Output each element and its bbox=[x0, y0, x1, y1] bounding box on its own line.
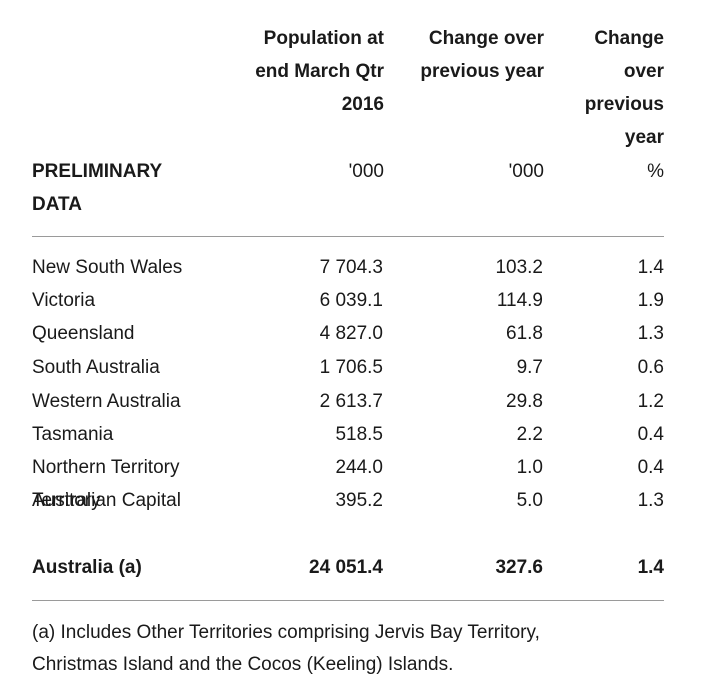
table-row: South Australia 1 706.5 9.7 0.6 bbox=[32, 351, 664, 384]
percent-value: 1.4 bbox=[637, 257, 664, 278]
table-row: Northern Territory 244.0 1.0 0.4 bbox=[32, 451, 664, 484]
header-line: 2016 bbox=[341, 94, 384, 115]
change-value: 9.7 bbox=[516, 357, 543, 378]
change-value: 29.8 bbox=[506, 391, 543, 412]
table-row: Victoria 6 039.1 114.9 1.9 bbox=[32, 284, 664, 317]
header-line: Change bbox=[594, 28, 664, 49]
change-value: 2.2 bbox=[516, 424, 543, 445]
header-divider bbox=[32, 236, 664, 237]
table-row: Western Australia 2 613.7 29.8 1.2 bbox=[32, 385, 664, 418]
percent-value: 0.4 bbox=[637, 457, 664, 478]
table-row: Australian Capital Territory 395.2 5.0 1… bbox=[32, 484, 664, 550]
state-name-line: Australian Capital bbox=[32, 490, 181, 511]
change-value: 1.0 bbox=[516, 457, 543, 478]
header-line: year bbox=[624, 127, 664, 148]
population-value: 518.5 bbox=[335, 424, 383, 445]
header-change: Change over previous year bbox=[394, 22, 544, 88]
percent-value: 0.4 bbox=[637, 424, 664, 445]
percent-value: 1.9 bbox=[637, 290, 664, 311]
footnote-line: Christmas Island and the Cocos (Keeling)… bbox=[32, 654, 454, 675]
footer-divider bbox=[32, 600, 664, 601]
change-value: 5.0 bbox=[516, 490, 543, 511]
preliminary-data-label: PRELIMINARY DATA bbox=[32, 155, 162, 221]
state-name: New South Wales bbox=[32, 257, 183, 278]
state-name: Queensland bbox=[32, 323, 135, 344]
header-line: Change over bbox=[428, 28, 544, 49]
percent-value: 1.3 bbox=[637, 323, 664, 344]
table-row: New South Wales 7 704.3 103.2 1.4 bbox=[32, 251, 664, 284]
population-value: 6 039.1 bbox=[319, 290, 383, 311]
header-line: previous bbox=[584, 94, 664, 115]
population-value: 1 706.5 bbox=[319, 357, 383, 378]
state-name: South Australia bbox=[32, 357, 160, 378]
header-line: end March Qtr bbox=[255, 61, 384, 82]
percent-value: 1.4 bbox=[637, 557, 664, 578]
header-line: over bbox=[623, 61, 664, 82]
percent-value: 0.6 bbox=[637, 357, 664, 378]
change-value: 327.6 bbox=[495, 557, 543, 578]
percent-value: 1.2 bbox=[637, 391, 664, 412]
state-name: Tasmania bbox=[32, 424, 114, 445]
total-name: Australia (a) bbox=[32, 557, 142, 578]
header-line: Population at bbox=[263, 28, 384, 49]
header-change-percent: Change over previous year bbox=[560, 22, 664, 154]
state-name: Northern Territory bbox=[32, 457, 180, 478]
population-value: 2 613.7 bbox=[319, 391, 383, 412]
footnote-line: (a) Includes Other Territories comprisin… bbox=[32, 622, 540, 643]
population-value: 24 051.4 bbox=[309, 557, 383, 578]
header-line: previous year bbox=[420, 61, 544, 82]
total-row: Australia (a) 24 051.4 327.6 1.4 bbox=[32, 551, 664, 584]
header-line: PRELIMINARY bbox=[32, 161, 163, 182]
table-row: Queensland 4 827.0 61.8 1.3 bbox=[32, 317, 664, 350]
population-value: 395.2 bbox=[335, 490, 383, 511]
population-value: 7 704.3 bbox=[319, 257, 383, 278]
change-value: 61.8 bbox=[506, 323, 543, 344]
unit-population: '000 bbox=[348, 161, 384, 182]
change-value: 103.2 bbox=[495, 257, 543, 278]
footnote: (a) Includes Other Territories comprisin… bbox=[32, 617, 540, 681]
state-name: Western Australia bbox=[32, 391, 181, 412]
population-value: 4 827.0 bbox=[319, 323, 383, 344]
unit-change-percent: % bbox=[647, 161, 664, 182]
population-value: 244.0 bbox=[335, 457, 383, 478]
percent-value: 1.3 bbox=[637, 490, 664, 511]
change-value: 114.9 bbox=[496, 290, 543, 311]
state-name: Victoria bbox=[32, 290, 96, 311]
table-row: Tasmania 518.5 2.2 0.4 bbox=[32, 418, 664, 451]
header-line: DATA bbox=[32, 194, 82, 215]
header-population: Population at end March Qtr 2016 bbox=[232, 22, 384, 121]
state-name-line: Territory bbox=[32, 490, 101, 511]
unit-change: '000 bbox=[508, 161, 544, 182]
